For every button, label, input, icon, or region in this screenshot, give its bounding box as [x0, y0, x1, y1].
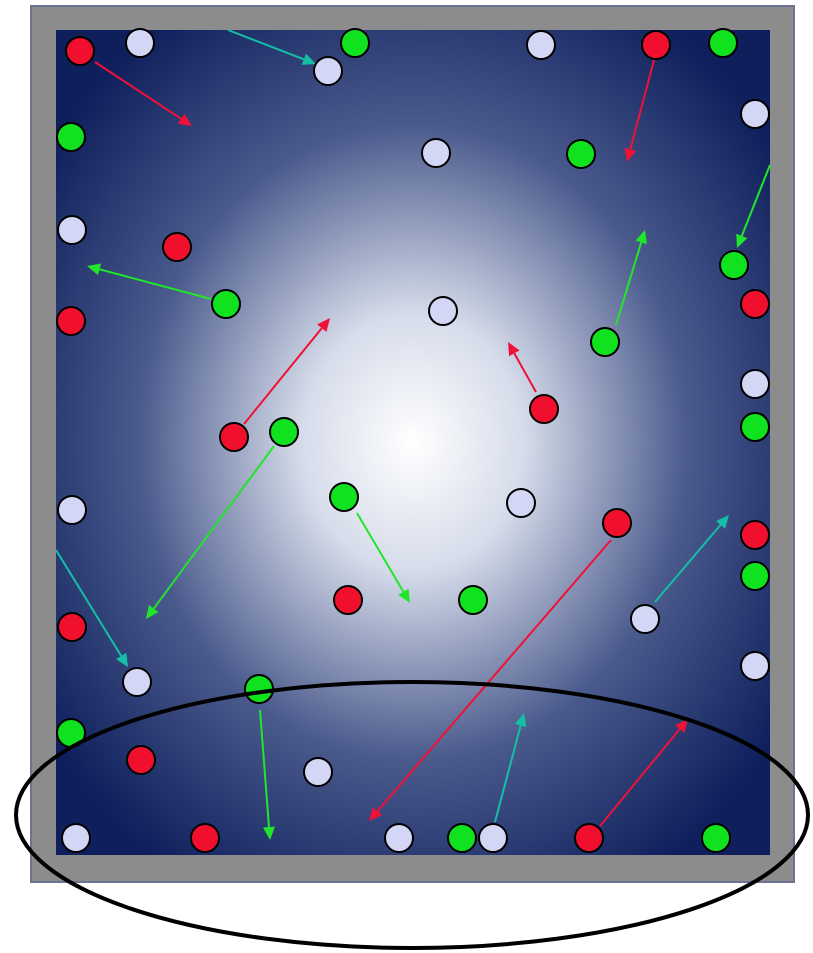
- particle-red: [162, 232, 192, 262]
- particle-lavender: [526, 30, 556, 60]
- arrow-shaft: [599, 728, 681, 827]
- particle-red: [574, 823, 604, 853]
- particle-lavender: [122, 667, 152, 697]
- particle-red: [57, 612, 87, 642]
- particle-red: [333, 585, 363, 615]
- particle-red: [740, 289, 770, 319]
- particle-red: [602, 508, 632, 538]
- highlight-ellipse: [14, 680, 810, 950]
- particle-green: [340, 28, 370, 58]
- arrow-head: [87, 263, 102, 276]
- velocity-arrow-teal: [654, 515, 729, 603]
- arrow-head: [317, 318, 330, 332]
- particle-green: [740, 561, 770, 591]
- particle-green: [211, 289, 241, 319]
- particle-green: [590, 327, 620, 357]
- arrow-shaft: [615, 242, 643, 326]
- arrow-head: [514, 713, 527, 728]
- arrow-shaft: [259, 709, 271, 828]
- velocity-arrow-green: [87, 263, 212, 300]
- arrow-head: [624, 147, 637, 162]
- arrow-shaft: [654, 524, 722, 603]
- arrow-shaft: [513, 352, 537, 393]
- particle-red: [219, 422, 249, 452]
- particle-green: [701, 823, 731, 853]
- particle-lavender: [57, 215, 87, 245]
- arrow-shaft: [94, 61, 182, 120]
- particle-lavender: [506, 488, 536, 518]
- arrow-head: [508, 342, 520, 357]
- arrow-head: [635, 230, 647, 245]
- particle-lavender: [303, 757, 333, 787]
- particle-green: [740, 412, 770, 442]
- particle-lavender: [61, 823, 91, 853]
- arrow-shaft: [152, 445, 275, 610]
- velocity-arrow-red: [369, 539, 612, 821]
- arrow-shaft: [629, 59, 655, 150]
- arrow-head: [146, 604, 159, 619]
- particle-lavender: [630, 604, 660, 634]
- velocity-arrow-red: [94, 61, 192, 126]
- arrow-head: [398, 588, 410, 603]
- particle-green: [447, 823, 477, 853]
- velocity-arrow-green: [736, 164, 771, 248]
- arrow-shaft: [243, 327, 323, 425]
- particle-green: [719, 250, 749, 280]
- particle-lavender: [313, 56, 343, 86]
- particle-red: [529, 394, 559, 424]
- arrow-shaft: [55, 549, 123, 657]
- velocity-arrow-teal: [494, 713, 527, 823]
- arrow-shaft: [356, 512, 405, 593]
- velocity-arrow-red: [508, 342, 537, 393]
- arrow-head: [716, 515, 729, 529]
- gas-particles: [56, 28, 770, 853]
- velocity-arrow-green: [615, 230, 647, 326]
- velocity-arrow-red: [243, 318, 330, 425]
- particle-red: [56, 306, 86, 336]
- particle-lavender: [57, 495, 87, 525]
- velocity-arrow-green: [356, 512, 410, 603]
- particle-green: [458, 585, 488, 615]
- particle-red: [740, 520, 770, 550]
- arrow-head: [736, 233, 748, 248]
- particle-lavender: [478, 823, 508, 853]
- container-interior: [56, 30, 770, 855]
- particle-lavender: [740, 369, 770, 399]
- particle-green: [566, 139, 596, 169]
- velocity-arrow-teal: [55, 549, 128, 667]
- arrow-shaft: [494, 725, 522, 823]
- particle-green: [708, 28, 738, 58]
- arrow-shaft: [227, 29, 305, 61]
- velocity-arrow-red: [599, 719, 688, 827]
- arrow-head: [263, 826, 275, 840]
- arrow-head: [177, 113, 192, 126]
- velocity-arrow-red: [624, 59, 655, 162]
- velocity-arrow-teal: [227, 29, 316, 65]
- arrow-shaft: [376, 539, 612, 812]
- arrow-shaft: [99, 268, 212, 300]
- particle-green: [329, 482, 359, 512]
- particle-lavender: [384, 823, 414, 853]
- arrow-head: [369, 807, 383, 821]
- particle-green: [269, 417, 299, 447]
- particle-red: [126, 745, 156, 775]
- particle-red: [65, 36, 95, 66]
- particle-red: [641, 30, 671, 60]
- particle-lavender: [428, 296, 458, 326]
- particle-red: [190, 823, 220, 853]
- arrow-head: [675, 719, 688, 733]
- velocity-arrow-green: [259, 709, 275, 840]
- particle-lavender: [421, 138, 451, 168]
- particle-lavender: [740, 99, 770, 129]
- velocity-arrow-green: [146, 445, 275, 619]
- particle-lavender: [740, 651, 770, 681]
- particle-lavender: [125, 28, 155, 58]
- arrow-shaft: [740, 164, 771, 237]
- arrow-head: [301, 53, 316, 65]
- arrow-head: [116, 652, 128, 667]
- particle-green: [56, 122, 86, 152]
- velocity-arrows: [55, 29, 771, 840]
